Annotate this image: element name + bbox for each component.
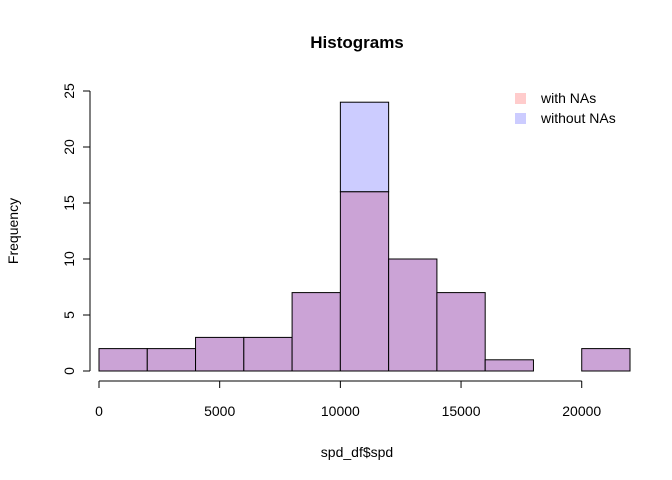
bar-overlap-3 <box>243 336 293 372</box>
y-axis: 0 5 10 15 20 25 <box>61 83 91 375</box>
bar-overlap-10 <box>581 348 631 372</box>
x-axis: 0 5000 10000 15000 20000 <box>95 380 601 419</box>
legend: with NAs without NAs <box>515 90 616 126</box>
bar-overlap-1 <box>146 348 197 372</box>
y-tick-label-25: 25 <box>61 83 77 99</box>
bar-overlap-7 <box>436 292 486 372</box>
y-tick-label-10: 10 <box>61 251 77 267</box>
bar-overlap-8 <box>484 359 534 372</box>
chart-title: Histograms <box>310 33 404 52</box>
y-axis-label: Frequency <box>5 198 21 264</box>
bar-overlap-6 <box>388 258 438 372</box>
bars-group <box>98 101 631 372</box>
x-axis-label: spd_df$spd <box>321 444 393 460</box>
x-tick-label-15000: 15000 <box>442 403 481 419</box>
y-tick-label-0: 0 <box>61 367 77 375</box>
x-tick-label-10000: 10000 <box>321 403 360 419</box>
y-tick-label-15: 15 <box>61 195 77 211</box>
y-tick-label-5: 5 <box>61 311 77 319</box>
x-tick-label-0: 0 <box>95 403 103 419</box>
x-tick-label-5000: 5000 <box>204 403 235 419</box>
bar-overlap-5 <box>339 191 390 372</box>
legend-swatch-0 <box>515 93 526 104</box>
legend-label-1: without NAs <box>540 110 616 126</box>
legend-label-0: with NAs <box>540 90 596 106</box>
bar-overlap-2 <box>195 336 245 372</box>
bar-overlap-4 <box>291 292 341 372</box>
x-tick-label-20000: 20000 <box>562 403 601 419</box>
y-tick-label-20: 20 <box>61 139 77 155</box>
bar-without-nas-5 <box>339 101 390 193</box>
legend-swatch-1 <box>515 113 526 124</box>
bar-overlap-0 <box>98 348 148 372</box>
